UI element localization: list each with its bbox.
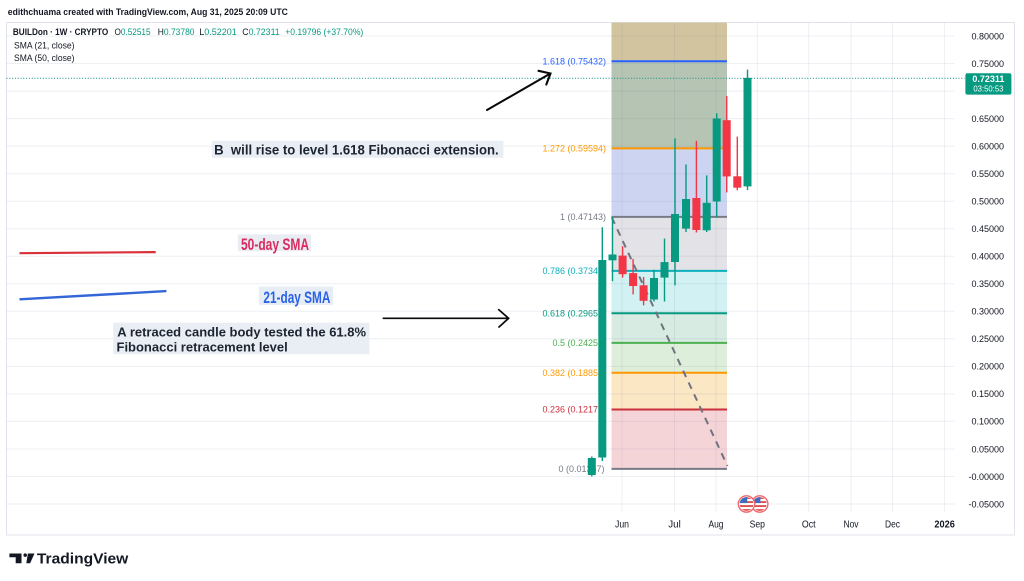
svg-text:Dec: Dec [885, 520, 900, 531]
svg-text:0.55000: 0.55000 [971, 169, 1004, 179]
svg-text:0.15000: 0.15000 [971, 389, 1004, 399]
svg-text:+0.19796 (+37.70%): +0.19796 (+37.70%) [285, 27, 363, 38]
svg-text:edithchuama created with Tradi: edithchuama created with TradingView.com… [8, 7, 288, 18]
svg-text:0 (0.01367): 0 (0.01367) [558, 464, 604, 474]
svg-text:Oct: Oct [802, 520, 816, 531]
svg-text:03:50:53: 03:50:53 [973, 85, 1003, 94]
svg-text:SMA (21, close): SMA (21, close) [14, 41, 75, 52]
svg-text:1.618 (0.75432): 1.618 (0.75432) [542, 56, 606, 66]
svg-text:0.20000: 0.20000 [971, 362, 1004, 372]
svg-text:Fibonacci retracement level: Fibonacci retracement level [117, 340, 288, 355]
svg-text:0.80000: 0.80000 [971, 31, 1004, 41]
svg-text:0.05000: 0.05000 [971, 444, 1004, 454]
svg-text:0.45000: 0.45000 [971, 224, 1004, 234]
svg-text:BUILDon · 1W · CRYPTO: BUILDon · 1W · CRYPTO [13, 27, 108, 37]
svg-text:50-day SMA: 50-day SMA [241, 235, 309, 254]
svg-text:0.382 (0.18854): 0.382 (0.18854) [542, 368, 606, 378]
svg-text:A retraced candle body tested: A retraced candle body tested the 61.8% [117, 325, 366, 340]
svg-text:1 (0.47143): 1 (0.47143) [560, 212, 606, 222]
svg-text:1.272 (0.59594): 1.272 (0.59594) [542, 144, 606, 154]
svg-text:Aug: Aug [709, 520, 724, 531]
svg-text:0.35000: 0.35000 [971, 279, 1004, 289]
svg-text:TradingView: TradingView [37, 550, 129, 567]
svg-text:0.50000: 0.50000 [971, 197, 1004, 207]
svg-text:-0.00000: -0.00000 [968, 472, 1004, 482]
svg-text:L0.52201: L0.52201 [199, 27, 236, 38]
svg-text:0.25000: 0.25000 [971, 334, 1004, 344]
svg-text:0.236 (0.12171): 0.236 (0.12171) [542, 405, 606, 415]
svg-text:0.65000: 0.65000 [971, 114, 1004, 124]
svg-text:2026: 2026 [934, 520, 955, 531]
svg-text:0.75000: 0.75000 [971, 59, 1004, 69]
svg-text:0.618 (0.29657): 0.618 (0.29657) [542, 308, 606, 318]
svg-text:0.72311: 0.72311 [972, 74, 1005, 85]
svg-text:B will rise to level 1.618 Fi: B will rise to level 1.618 Fibonacci ext… [214, 142, 499, 157]
svg-text:21-day SMA: 21-day SMA [263, 288, 330, 307]
svg-text:Nov: Nov [843, 520, 858, 531]
svg-text:Jul: Jul [668, 520, 681, 531]
svg-text:0.786 (0.37347): 0.786 (0.37347) [542, 266, 606, 276]
svg-text:O0.52515: O0.52515 [115, 27, 151, 38]
svg-text:Sep: Sep [750, 520, 766, 531]
svg-text:0.60000: 0.60000 [971, 141, 1004, 151]
svg-text:H0.73780: H0.73780 [158, 27, 195, 38]
svg-text:C0.72311: C0.72311 [242, 27, 279, 38]
svg-text:0.40000: 0.40000 [971, 252, 1004, 262]
svg-text:0.10000: 0.10000 [971, 417, 1004, 427]
svg-text:SMA (50, close): SMA (50, close) [14, 53, 75, 64]
svg-text:-0.05000: -0.05000 [968, 499, 1004, 509]
svg-text:0.5 (0.24256): 0.5 (0.24256) [552, 338, 606, 348]
svg-text:0.30000: 0.30000 [971, 307, 1004, 317]
svg-text:Jun: Jun [615, 520, 629, 531]
